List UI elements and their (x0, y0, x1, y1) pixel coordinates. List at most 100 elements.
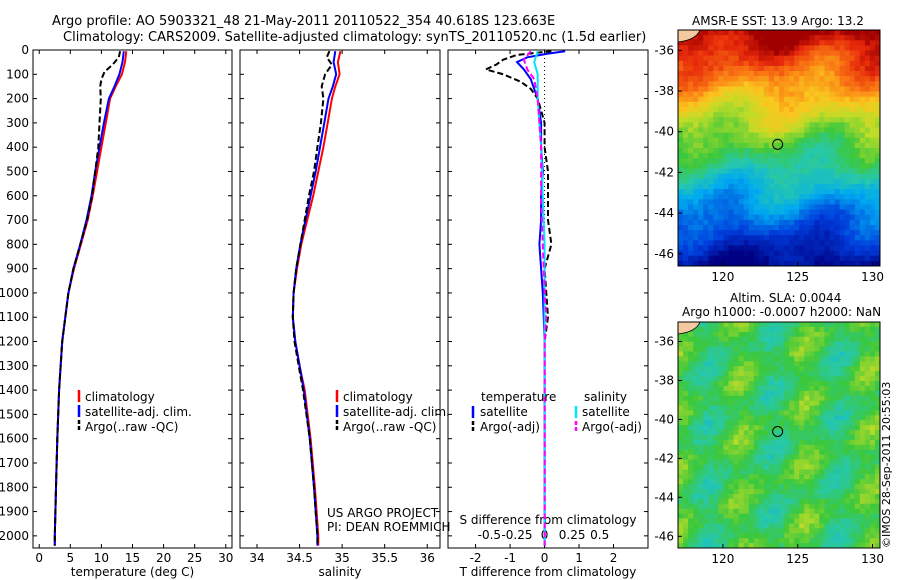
map-cell (703, 400, 709, 406)
map-cell (758, 173, 765, 180)
map-cell (844, 459, 851, 465)
map-cell (784, 106, 790, 113)
map-cell (728, 366, 734, 372)
map-cell (849, 173, 856, 180)
map-cell (733, 214, 739, 221)
map-cell (824, 484, 830, 490)
map-cell (799, 245, 805, 252)
map-cell (698, 183, 704, 190)
map-cell (698, 65, 704, 72)
map-cell (718, 464, 724, 470)
map-cell (748, 390, 755, 397)
map-cell (779, 410, 785, 416)
map-cell (824, 81, 830, 87)
map-cell (733, 137, 739, 144)
map-cell (834, 50, 840, 57)
map-cell (733, 50, 739, 57)
map-cell (859, 122, 866, 128)
map-cell (698, 503, 704, 510)
map-cell (758, 503, 765, 510)
map-cell (733, 410, 739, 416)
map-cell (723, 40, 729, 46)
map-cell (698, 40, 704, 46)
map-cell (683, 543, 689, 549)
map-cell (738, 459, 745, 465)
map-cell (834, 395, 840, 402)
map-cell (708, 137, 714, 144)
map-cell (718, 435, 724, 441)
map-cell (834, 178, 840, 185)
map-cell (758, 533, 765, 539)
map-cell (789, 459, 795, 465)
map-cell (784, 224, 790, 231)
map-cell (748, 322, 755, 328)
map-cell (733, 479, 739, 485)
map-cell (864, 163, 871, 169)
map-cell (874, 245, 881, 252)
map-cell (763, 498, 770, 505)
map-cell (814, 148, 820, 154)
map-cell (809, 503, 815, 510)
map-cell (874, 137, 881, 144)
map-cell (773, 76, 780, 82)
map-cell (718, 168, 724, 175)
map-cell (688, 60, 694, 67)
map-cell (693, 148, 699, 154)
map-cell (743, 361, 750, 367)
map-cell (743, 474, 750, 480)
map-cell (784, 199, 790, 205)
map-cell (804, 91, 810, 98)
map-cell (693, 71, 699, 77)
map-cell (869, 214, 876, 221)
temperature-xtick-label: 30 (218, 551, 233, 565)
map-cell (703, 479, 709, 485)
map-cell (708, 513, 714, 519)
map-cell (708, 112, 714, 118)
map-cell (748, 106, 755, 113)
map-cell (854, 361, 861, 367)
map-cell (773, 459, 780, 465)
map-cell (874, 209, 881, 216)
map-cell (854, 132, 861, 139)
map-cell (683, 351, 689, 357)
map-cell (683, 142, 689, 149)
map-cell (703, 178, 709, 185)
map-cell (758, 153, 765, 159)
map-cell (794, 474, 800, 480)
map-cell (849, 371, 856, 377)
map-cell (829, 322, 835, 328)
map-cell (773, 479, 780, 485)
map-cell (799, 117, 805, 123)
map-cell (849, 508, 856, 515)
map-cell (809, 336, 815, 343)
map-cell (728, 380, 734, 387)
map-cell (819, 204, 825, 210)
map-cell (789, 65, 795, 72)
map-cell (859, 255, 866, 262)
map-cell (779, 459, 785, 465)
map-cell (688, 224, 694, 231)
map-cell (718, 341, 724, 347)
map-cell (869, 235, 876, 241)
map-cell (819, 523, 825, 529)
map-cell (814, 435, 820, 441)
map-cell (763, 331, 770, 338)
map-cell (834, 326, 840, 333)
map-cell (854, 65, 861, 72)
map-cell (854, 168, 861, 175)
map-cell (708, 341, 714, 347)
map-cell (688, 245, 694, 252)
map-cell (763, 173, 770, 180)
map-cell (869, 117, 876, 123)
map-cell (693, 366, 699, 372)
map-cell (814, 395, 820, 402)
map-cell (859, 385, 866, 392)
map-cell (708, 245, 714, 252)
map-cell (678, 435, 684, 441)
map-cell (849, 322, 856, 328)
map-cell (768, 148, 775, 154)
map-cell (869, 250, 876, 257)
map-cell (748, 533, 755, 539)
map-cell (693, 376, 699, 382)
map-cell (834, 255, 840, 262)
